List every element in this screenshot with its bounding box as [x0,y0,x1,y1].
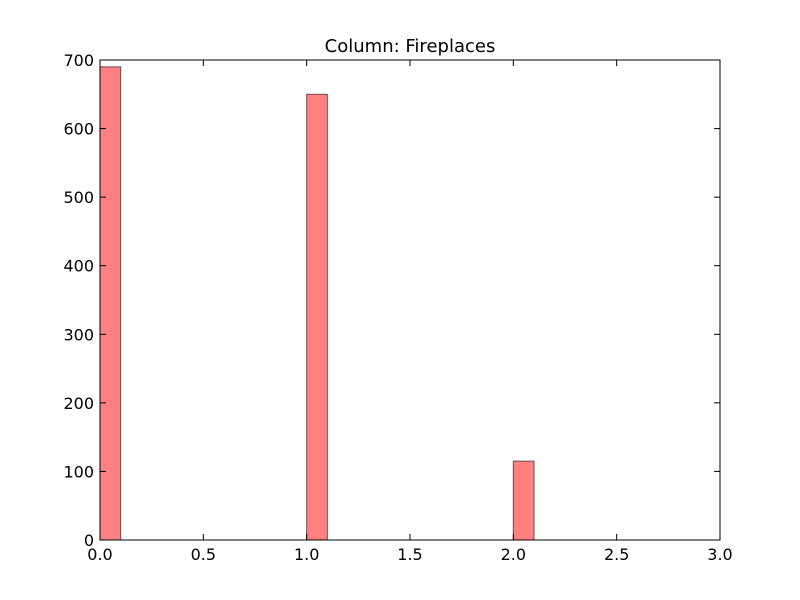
x-tick-label: 2.5 [604,545,629,564]
y-tick-label: 400 [63,257,94,276]
x-tick-label: 1.0 [294,545,319,564]
y-tick-label: 200 [63,394,94,413]
bar-1 [306,93,328,541]
y-axis: 0 100 200 300 400 500 600 700 [63,51,720,550]
bar-2 [512,460,535,541]
y-tick-label: 700 [63,51,94,70]
x-axis: 0.0 0.5 1.0 1.5 2.0 2.5 3.0 [87,60,733,564]
x-tick-label: 0.0 [87,545,112,564]
x-tick-label: 2.0 [501,545,526,564]
y-tick-label: 0 [84,531,94,550]
x-tick-label: 0.5 [191,545,216,564]
y-tick-label: 100 [63,462,94,481]
y-tick-label: 600 [63,120,94,139]
bar-0 [99,66,122,541]
chart-title: Column: Fireplaces [325,36,496,57]
plot-frame [99,59,721,541]
y-tick-label: 300 [63,325,94,344]
x-tick-label: 1.5 [397,545,422,564]
y-tick-label: 500 [63,188,94,207]
x-tick-label: 3.0 [707,545,732,564]
bar-group [99,66,535,541]
